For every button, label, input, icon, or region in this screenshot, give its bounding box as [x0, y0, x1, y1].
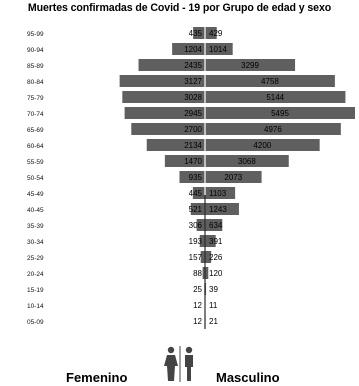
age-group-label: 50-54 — [27, 175, 44, 182]
age-group-label: 15-19 — [27, 287, 44, 294]
value-label-male: 120 — [209, 269, 223, 278]
chart-title: Muertes confirmadas de Covid - 19 por Gr… — [27, 2, 332, 14]
age-group-label: 45-49 — [27, 191, 44, 198]
value-label-female: 193 — [189, 237, 203, 246]
value-label-female: 157 — [189, 253, 203, 262]
value-label-male: 5495 — [271, 109, 289, 118]
value-label-female: 3028 — [184, 93, 202, 102]
bar-male — [205, 123, 341, 135]
age-group-label: 95-99 — [27, 31, 44, 38]
value-label-male: 4200 — [253, 141, 271, 150]
age-group-label: 90-94 — [27, 47, 44, 54]
value-label-female: 2945 — [184, 109, 202, 118]
bar-female — [131, 123, 205, 135]
bar-female — [200, 251, 205, 263]
bar-male — [205, 187, 236, 199]
bar-female — [192, 187, 205, 199]
value-label-male: 226 — [209, 253, 223, 262]
age-group-label: 55-59 — [27, 159, 44, 166]
bar-female — [193, 27, 205, 39]
value-label-male: 2073 — [224, 173, 242, 182]
bar-female — [179, 171, 205, 183]
value-label-female: 306 — [189, 221, 203, 230]
bar-male — [205, 171, 262, 183]
value-label-female: 935 — [189, 173, 203, 182]
bar-male — [205, 107, 356, 119]
age-group-label: 80-84 — [27, 79, 44, 86]
age-group-label: 70-74 — [27, 111, 44, 118]
bar-male — [205, 155, 289, 167]
value-label-male: 1243 — [209, 205, 227, 214]
age-group-label: 25-29 — [27, 255, 44, 262]
bar-male — [205, 203, 239, 215]
value-label-male: 5144 — [266, 93, 284, 102]
value-label-male: 429 — [209, 29, 223, 38]
value-label-female: 435 — [189, 29, 203, 38]
bar-male — [205, 43, 233, 55]
bar-male — [205, 139, 320, 151]
age-group-label: 85-89 — [27, 63, 44, 70]
value-label-female: 25 — [193, 285, 202, 294]
value-label-female: 3127 — [184, 77, 202, 86]
bar-female — [122, 91, 205, 103]
bar-female — [124, 107, 205, 119]
value-label-male: 391 — [209, 237, 223, 246]
age-group-label: 05-09 — [27, 319, 44, 326]
value-label-male: 4758 — [261, 77, 279, 86]
age-group-label: 20-24 — [27, 271, 44, 278]
bar-female — [119, 75, 205, 87]
bar-female — [146, 139, 205, 151]
bar-male — [205, 219, 223, 231]
value-label-male: 634 — [209, 221, 223, 230]
value-label-female: 1204 — [184, 45, 202, 54]
bar-female — [190, 203, 205, 215]
bar-male — [205, 91, 346, 103]
value-label-male: 1103 — [209, 189, 227, 198]
value-label-female: 1470 — [184, 157, 202, 166]
legend-female-label: Femenino — [66, 370, 128, 385]
age-group-label: 10-14 — [27, 303, 44, 310]
value-label-male: 4976 — [264, 125, 282, 134]
bar-female — [138, 59, 205, 71]
male-female-people-icon — [164, 346, 193, 382]
value-label-female: 88 — [193, 269, 202, 278]
age-group-label: 75-79 — [27, 95, 44, 102]
value-label-male: 11 — [209, 301, 218, 310]
value-label-male: 3299 — [241, 61, 259, 70]
value-label-female: 12 — [193, 301, 202, 310]
value-label-female: 2700 — [184, 125, 202, 134]
value-label-female: 12 — [193, 317, 202, 326]
value-label-female: 2134 — [184, 141, 202, 150]
value-label-male: 21 — [209, 317, 218, 326]
bar-male — [205, 251, 212, 263]
bar-male — [205, 75, 335, 87]
value-label-female: 2435 — [184, 61, 202, 70]
value-label-female: 445 — [189, 189, 203, 198]
age-group-label: 35-39 — [27, 223, 44, 230]
bar-male — [205, 235, 216, 247]
age-group-label: 40-45 — [27, 207, 44, 214]
bar-female — [202, 267, 205, 279]
bar-male — [205, 267, 209, 279]
value-label-female: 521 — [189, 205, 203, 214]
legend-male-label: Masculino — [216, 370, 280, 385]
value-label-male: 39 — [209, 285, 218, 294]
value-label-male: 1014 — [209, 45, 227, 54]
age-group-label: 30-34 — [27, 239, 44, 246]
bar-female — [164, 155, 205, 167]
bar-male — [205, 27, 217, 39]
bar-female — [196, 219, 205, 231]
age-group-label: 65-69 — [27, 127, 44, 134]
bar-female — [172, 43, 205, 55]
population-pyramid-chart: 95-99 435 429 90-94 1204 1014 85-89 2435 3299 80-… — [27, 27, 356, 329]
value-label-male: 3068 — [238, 157, 256, 166]
bar-male — [205, 59, 296, 71]
age-group-label: 60-64 — [27, 143, 44, 150]
bar-female — [199, 235, 205, 247]
